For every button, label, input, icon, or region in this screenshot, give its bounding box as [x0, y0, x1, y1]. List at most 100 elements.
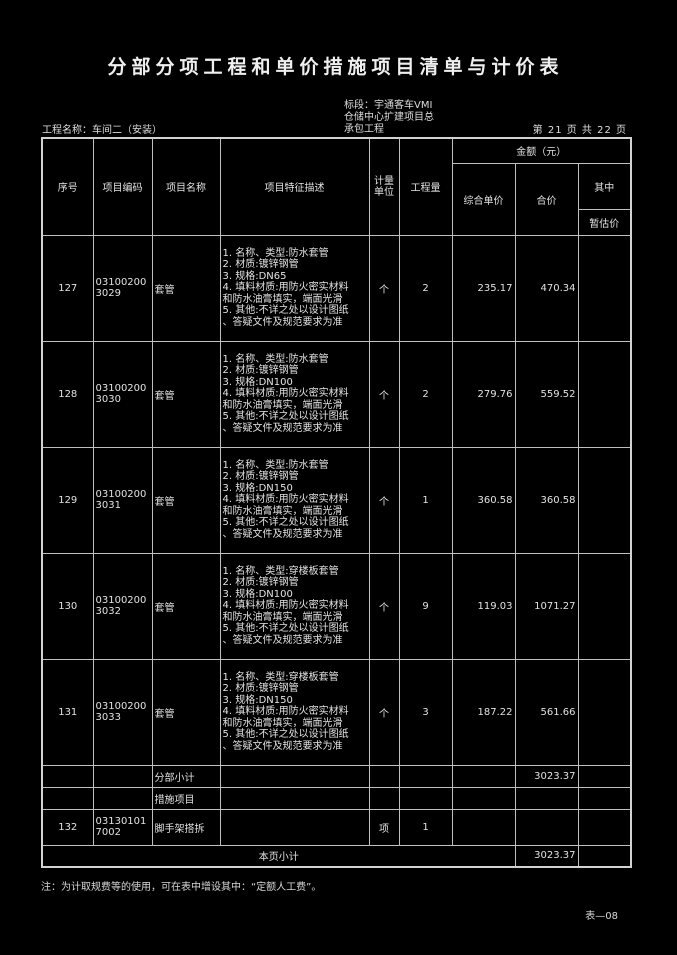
header-of-which: 其中 — [577, 162, 632, 210]
cell-features: 1. 名称、类型:穿楼板套管 2. 材质:镀锌钢管 3. 规格:DN150 4.… — [219, 658, 370, 766]
cell-quantity — [398, 764, 453, 788]
cell-unit-price — [451, 808, 516, 846]
cell-unit-price: 187.22 — [451, 658, 516, 766]
page-subtotal-row: 本页小计 3023.37 — [41, 844, 632, 868]
cell-features: 1. 名称、类型:防水套管 2. 材质:镀锌钢管 3. 规格:DN150 4. … — [219, 446, 370, 554]
cell-serial: 129 — [41, 446, 94, 554]
measure-item-row: 132 031301017002 脚手架搭拆 项 1 — [41, 808, 632, 846]
header-code: 项目编码 — [92, 137, 153, 236]
cell-quantity: 1 — [398, 808, 453, 846]
cell-total: 360.58 — [514, 446, 579, 554]
table-row: 129 031002003031 套管 1. 名称、类型:防水套管 2. 材质:… — [41, 446, 632, 554]
cell-serial: 131 — [41, 658, 94, 766]
header-row: 综合单价 合价 其中 — [42, 162, 632, 236]
cell-unit-price: 279.76 — [451, 340, 516, 448]
header-quantity: 工程量 — [398, 137, 453, 236]
cell-quantity — [398, 786, 453, 810]
cell-unit: 个 — [368, 446, 400, 554]
cell-quantity: 9 — [398, 552, 453, 660]
measures-header-label: 措施项目 — [151, 786, 221, 810]
cell-unit-price — [451, 764, 516, 788]
cell-serial — [41, 786, 94, 810]
header-name: 项目名称 — [151, 137, 221, 236]
cell-unit-price: 235.17 — [451, 234, 516, 342]
cell-unit-price — [451, 786, 516, 810]
division-subtotal-value: 3023.37 — [514, 764, 579, 788]
header-features: 项目特征描述 — [219, 137, 370, 236]
header-unit: 计量单位 — [368, 137, 400, 236]
cell-total: 561.66 — [514, 658, 579, 766]
cell-name: 套管 — [151, 658, 221, 766]
cell-provisional — [577, 786, 632, 810]
cell-unit: 个 — [368, 340, 400, 448]
page-subtotal-label: 本页小计 — [41, 844, 516, 868]
header-provisional: 暂估价 — [577, 208, 632, 236]
cell-quantity: 1 — [398, 446, 453, 554]
cell-features — [219, 786, 370, 810]
cell-name: 脚手架搭拆 — [151, 808, 221, 846]
section-line: 仓储中心扩建项目总 — [344, 112, 434, 123]
footnote: 注：为计取规费等的使用，可在表中增设其中：“定额人工费”。 — [41, 882, 322, 893]
cell-code: 031301017002 — [92, 808, 153, 846]
section-line: 承包工程 — [344, 124, 384, 135]
cell-total — [514, 786, 579, 810]
cell-quantity: 3 — [398, 658, 453, 766]
cell-provisional — [577, 234, 632, 342]
header-row: 序号 项目编码 项目名称 项目特征描述 计量单位 工程量 金额（元） — [41, 137, 632, 236]
cell-code — [92, 764, 153, 788]
cell-total: 559.52 — [514, 340, 579, 448]
boq-table: 序号 项目编码 项目名称 项目特征描述 计量单位 工程量 金额（元） 综合单价 … — [41, 137, 632, 868]
cell-total — [514, 808, 579, 846]
page-title: 分部分项工程和单价措施项目清单与计价表 — [107, 56, 564, 78]
cell-code — [92, 786, 153, 810]
cell-unit-price: 360.58 — [451, 446, 516, 554]
division-subtotal-row: 分部小计 3023.37 — [41, 764, 632, 788]
cell-name: 套管 — [151, 446, 221, 554]
table-row: 127 031002003029 套管 1. 名称、类型:防水套管 2. 材质:… — [41, 234, 632, 342]
cell-unit: 个 — [368, 234, 400, 342]
document-meta: 工程名称：车间二（安装） 标段：宇通客车VMI 仓储中心扩建项目总 承包工程 第… — [41, 79, 630, 137]
cell-quantity: 2 — [398, 340, 453, 448]
cell-unit: 个 — [368, 658, 400, 766]
cell-name: 套管 — [151, 340, 221, 448]
cell-provisional — [577, 808, 632, 846]
cell-total: 1071.27 — [514, 552, 579, 660]
cell-quantity: 2 — [398, 234, 453, 342]
division-subtotal-label: 分部小计 — [151, 764, 221, 788]
page-subtotal-value: 3023.37 — [514, 844, 579, 868]
cell-features: 1. 名称、类型:防水套管 2. 材质:镀锌钢管 3. 规格:DN65 4. 填… — [219, 234, 370, 342]
measures-header-row: 措施项目 — [41, 786, 632, 810]
page-number: 第 21 页 共 22 页 — [532, 125, 627, 136]
cell-provisional — [577, 552, 632, 660]
cell-provisional — [577, 446, 632, 554]
cell-serial: 127 — [41, 234, 94, 342]
cell-unit — [368, 764, 400, 788]
cell-provisional — [577, 340, 632, 448]
project-name-label: 工程名称：车间二（安装） — [42, 125, 162, 136]
header-total: 合价 — [514, 162, 579, 236]
header-serial: 序号 — [41, 137, 94, 236]
cell-name: 套管 — [151, 234, 221, 342]
cell-features: 1. 名称、类型:穿楼板套管 2. 材质:镀锌钢管 3. 规格:DN100 4.… — [219, 552, 370, 660]
section-label: 标段：宇通客车VMI 仓储中心扩建项目总 承包工程 — [344, 100, 434, 136]
cell-provisional — [577, 844, 632, 868]
cell-code: 031002003031 — [92, 446, 153, 554]
table-row: 130 031002003032 套管 1. 名称、类型:穿楼板套管 2. 材质… — [41, 552, 632, 660]
cell-code: 031002003030 — [92, 340, 153, 448]
cell-serial: 132 — [41, 808, 94, 846]
cell-unit: 项 — [368, 808, 400, 846]
cell-total: 470.34 — [514, 234, 579, 342]
cell-features — [219, 808, 370, 846]
cell-name: 套管 — [151, 552, 221, 660]
cell-provisional — [577, 764, 632, 788]
cell-unit-price: 119.03 — [451, 552, 516, 660]
table-row: 128 031002003030 套管 1. 名称、类型:防水套管 2. 材质:… — [41, 340, 632, 448]
cell-unit: 个 — [368, 552, 400, 660]
form-number: 表—08 — [585, 911, 618, 922]
cell-serial — [41, 764, 94, 788]
header-unit-price: 综合单价 — [451, 162, 516, 236]
cell-serial: 128 — [41, 340, 94, 448]
cell-features — [219, 764, 370, 788]
section-line: 标段：宇通客车VMI — [344, 100, 433, 111]
